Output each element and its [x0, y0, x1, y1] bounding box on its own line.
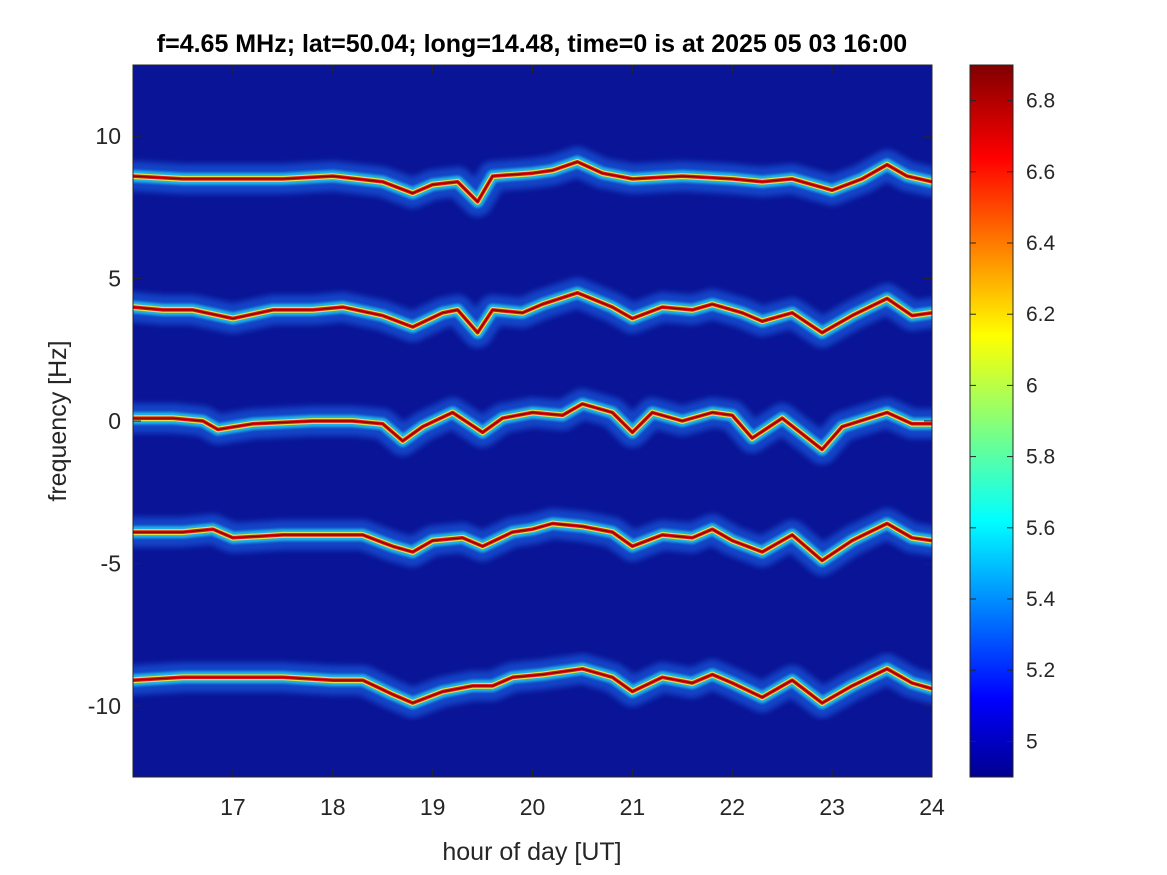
colorbar-tick-label: 5.4	[1026, 588, 1056, 611]
colorbar-tick-label: 6.2	[1026, 303, 1055, 326]
chart-title: f=4.65 MHz; lat=50.04; long=14.48, time=…	[157, 30, 907, 58]
series-trace-2	[133, 277, 932, 348]
colorbar-tick-label: 6.4	[1026, 232, 1056, 255]
series-trace-1	[133, 146, 932, 217]
colorbar-ticks: 6.8 6.6 6.4 6.2 6 5.8 5.6 5.4 5.2 5	[970, 90, 1056, 753]
x-tick-label: 17	[220, 794, 246, 820]
colorbar-tick-label: 6.6	[1026, 161, 1055, 184]
series-layer	[133, 146, 932, 718]
colorbar	[969, 64, 1014, 778]
colorbar-tick-label: 6.8	[1026, 90, 1055, 113]
y-tick-label: 10	[95, 123, 121, 149]
trace-peak	[133, 403, 932, 451]
colorbar-tick-label: 5.6	[1026, 517, 1055, 540]
colorbar-tick-label: 6	[1026, 374, 1038, 397]
series-trace-4	[133, 508, 932, 576]
x-tick-label: 18	[320, 794, 346, 820]
x-tick-label: 19	[420, 794, 446, 820]
y-axis-label: frequency [Hz]	[44, 340, 72, 501]
x-tick-label: 21	[620, 794, 646, 820]
x-tick-label: 20	[520, 794, 546, 820]
x-tick-label: 22	[719, 794, 745, 820]
colorbar-tick-label: 5.8	[1026, 446, 1055, 469]
x-tick-label: 24	[919, 794, 945, 820]
colorbar-tick-label: 5	[1026, 730, 1038, 753]
x-axis-label: hour of day [UT]	[442, 838, 621, 866]
trace-peak	[133, 668, 932, 704]
y-tick-label: -10	[88, 693, 121, 719]
y-tick-label: 5	[108, 266, 121, 292]
series-trace-3	[133, 388, 932, 465]
series-trace-5	[133, 653, 932, 718]
trace-peak	[133, 161, 932, 203]
x-axis-ticks: 17 18 19 20 21 22 23 24	[220, 65, 945, 820]
y-axis-ticks: 10 5 0 -5 -10	[88, 123, 932, 719]
x-tick-label: 23	[819, 794, 845, 820]
trace-peak	[133, 292, 932, 334]
y-tick-label: -5	[101, 550, 121, 576]
colorbar-tick-label: 5.2	[1026, 659, 1055, 682]
y-tick-label: 0	[108, 408, 121, 434]
trace-peak	[133, 522, 932, 562]
